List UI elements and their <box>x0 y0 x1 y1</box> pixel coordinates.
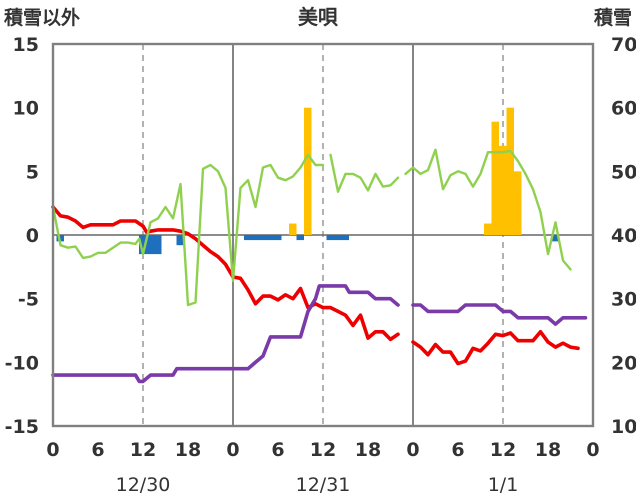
right-y-tick-label: 60 <box>611 98 636 120</box>
negative_bar-bar <box>551 235 559 242</box>
left-y-tick-label: 15 <box>13 34 39 56</box>
date-label: 12/31 <box>296 474 351 496</box>
right-y-tick-label: 50 <box>611 161 636 183</box>
precipitation-bar <box>491 121 499 235</box>
humidity_index-line <box>329 153 400 193</box>
precipitation-bar <box>514 171 522 235</box>
precipitation-bar <box>484 223 492 235</box>
temperature-line <box>51 205 400 342</box>
left-y-tick-label: -5 <box>18 289 39 311</box>
x-tick-label: 12 <box>490 439 516 461</box>
precipitation-bar <box>506 107 514 235</box>
right-y-tick-label: 30 <box>611 289 636 311</box>
negative_bar-bar <box>154 235 162 255</box>
left-axis-label: 積雪以外 <box>4 6 80 29</box>
temperature-line <box>411 330 580 366</box>
left-y-tick-label: 0 <box>26 225 39 247</box>
left-y-tick-label: 5 <box>26 161 39 183</box>
plot-frame <box>51 42 595 428</box>
x-tick-label: 6 <box>271 439 284 461</box>
date-label: 12/30 <box>116 474 171 496</box>
left-y-tick-label: -15 <box>5 416 39 438</box>
precipitation-bar <box>289 223 297 235</box>
negative_bar-bar <box>176 235 184 246</box>
x-tick-label: 18 <box>355 439 381 461</box>
x-tick-label: 12 <box>310 439 336 461</box>
x-tick-label: 0 <box>226 439 239 461</box>
x-tick-label: 6 <box>451 439 464 461</box>
negative_bar-bar <box>251 235 259 241</box>
left-y-tick-label: 10 <box>13 98 39 120</box>
negative_bar-bar <box>334 235 342 241</box>
precipitation-bar <box>499 145 507 235</box>
humidity_index-line <box>51 153 325 307</box>
x-tick-label: 0 <box>46 439 59 461</box>
plot-border <box>51 42 595 428</box>
negative_bar-bar <box>296 235 304 241</box>
left-y-tick-label: -10 <box>5 352 39 374</box>
negative_bar-bar <box>139 235 147 255</box>
date-label: 1/1 <box>488 474 519 496</box>
right-y-tick-label: 70 <box>611 34 636 56</box>
series-lines <box>51 148 588 384</box>
x-tick-label: 0 <box>586 439 599 461</box>
right-y-tick-label: 40 <box>611 225 636 247</box>
dew_point-line <box>411 303 588 326</box>
bars <box>56 107 559 255</box>
right-y-tick-label: 20 <box>611 352 636 374</box>
negative_bar-bar <box>326 235 334 241</box>
negative_bar-bar <box>341 235 349 241</box>
right-y-tick-label: 10 <box>611 416 636 438</box>
right-axis-label: 積雪 <box>594 6 632 29</box>
x-tick-label: 18 <box>535 439 561 461</box>
precipitation-bar <box>304 107 312 235</box>
negative_bar-bar <box>146 235 154 255</box>
negative_bar-bar <box>274 235 282 241</box>
x-tick-label: 0 <box>406 439 419 461</box>
x-tick-label: 12 <box>130 439 156 461</box>
humidity_index-line <box>404 148 572 271</box>
negative_bar-bar <box>266 235 274 241</box>
negative_bar-bar <box>259 235 267 241</box>
x-tick-label: 18 <box>175 439 201 461</box>
negative_bar-bar <box>244 235 252 241</box>
chart-title: 美唄 <box>298 5 338 29</box>
x-tick-label: 6 <box>91 439 104 461</box>
dew_point-line <box>51 284 400 384</box>
